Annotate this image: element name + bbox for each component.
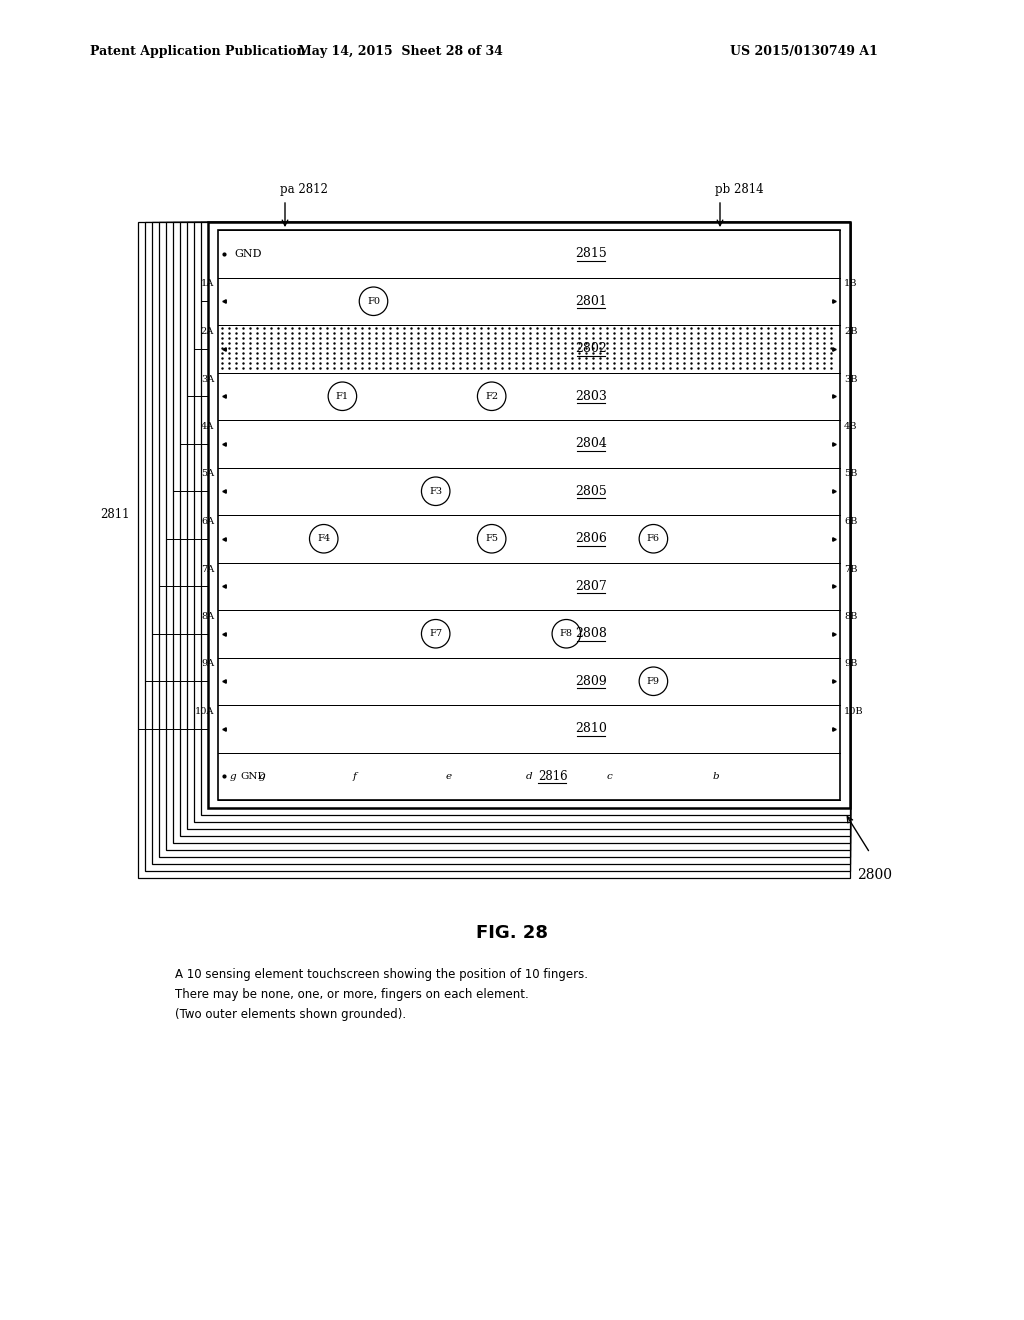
- Polygon shape: [194, 222, 850, 822]
- Text: May 14, 2015  Sheet 28 of 34: May 14, 2015 Sheet 28 of 34: [298, 45, 503, 58]
- Polygon shape: [145, 222, 850, 871]
- Text: 2805: 2805: [575, 484, 607, 498]
- Text: GND: GND: [240, 772, 266, 780]
- Text: F7: F7: [429, 630, 442, 639]
- Polygon shape: [201, 222, 850, 814]
- Text: 2B: 2B: [844, 327, 857, 337]
- Text: pb 2814: pb 2814: [715, 183, 764, 195]
- Text: 2806: 2806: [575, 532, 607, 545]
- Text: GND: GND: [234, 248, 261, 259]
- Polygon shape: [159, 222, 850, 857]
- Text: 2816: 2816: [539, 770, 568, 783]
- Text: 5A: 5A: [201, 470, 214, 479]
- Polygon shape: [187, 222, 850, 829]
- Text: F3: F3: [429, 487, 442, 496]
- Text: 9A: 9A: [201, 660, 214, 668]
- Text: 6B: 6B: [844, 517, 857, 525]
- Polygon shape: [180, 222, 850, 836]
- Text: 2809: 2809: [575, 675, 607, 688]
- Text: 7A: 7A: [201, 565, 214, 573]
- Text: F9: F9: [647, 677, 659, 686]
- Text: 3A: 3A: [201, 375, 214, 384]
- Text: F0: F0: [367, 297, 380, 306]
- Text: 9B: 9B: [844, 660, 857, 668]
- Text: 2801: 2801: [575, 294, 607, 308]
- Text: 4B: 4B: [844, 422, 857, 432]
- Text: 10A: 10A: [195, 708, 214, 715]
- Text: F1: F1: [336, 392, 349, 401]
- Polygon shape: [208, 222, 850, 808]
- Text: g: g: [230, 772, 237, 780]
- Polygon shape: [166, 222, 850, 850]
- Text: 2803: 2803: [575, 389, 607, 403]
- Text: c: c: [607, 772, 612, 780]
- Text: 2808: 2808: [575, 627, 607, 640]
- Text: 6A: 6A: [201, 517, 214, 525]
- Text: b: b: [713, 772, 719, 780]
- Text: 10B: 10B: [844, 708, 863, 715]
- Text: 2811: 2811: [100, 508, 130, 521]
- Text: 2815: 2815: [575, 247, 607, 260]
- Text: 5B: 5B: [844, 470, 857, 479]
- Text: A 10 sensing element touchscreen showing the position of 10 fingers.: A 10 sensing element touchscreen showing…: [175, 968, 588, 981]
- Text: 2807: 2807: [575, 579, 607, 593]
- Text: F8: F8: [560, 630, 572, 639]
- Text: FIG. 28: FIG. 28: [476, 924, 548, 942]
- Polygon shape: [218, 230, 840, 800]
- Text: Patent Application Publication: Patent Application Publication: [90, 45, 305, 58]
- Text: F2: F2: [485, 392, 499, 401]
- Polygon shape: [152, 222, 850, 865]
- Text: f: f: [353, 772, 356, 780]
- Text: F5: F5: [485, 535, 499, 544]
- Text: 2804: 2804: [575, 437, 607, 450]
- Text: US 2015/0130749 A1: US 2015/0130749 A1: [730, 45, 878, 58]
- Text: (Two outer elements shown grounded).: (Two outer elements shown grounded).: [175, 1008, 407, 1020]
- Polygon shape: [173, 222, 850, 843]
- Text: e: e: [445, 772, 452, 780]
- Text: pa 2812: pa 2812: [280, 183, 328, 195]
- Text: There may be none, one, or more, fingers on each element.: There may be none, one, or more, fingers…: [175, 987, 528, 1001]
- Text: 2A: 2A: [201, 327, 214, 337]
- Text: 2810: 2810: [575, 722, 607, 735]
- Text: F6: F6: [647, 535, 659, 544]
- Text: 4A: 4A: [201, 422, 214, 432]
- Text: d: d: [525, 772, 532, 780]
- Text: 1A: 1A: [201, 280, 214, 289]
- Text: 3B: 3B: [844, 375, 857, 384]
- Text: 7B: 7B: [844, 565, 857, 573]
- Text: 2800: 2800: [857, 869, 893, 882]
- Text: g: g: [258, 772, 265, 780]
- Text: 8B: 8B: [844, 612, 857, 620]
- Text: 8A: 8A: [201, 612, 214, 620]
- Text: F4: F4: [317, 535, 331, 544]
- Polygon shape: [138, 222, 850, 878]
- Text: 2802: 2802: [575, 342, 607, 355]
- Text: 1B: 1B: [844, 280, 857, 289]
